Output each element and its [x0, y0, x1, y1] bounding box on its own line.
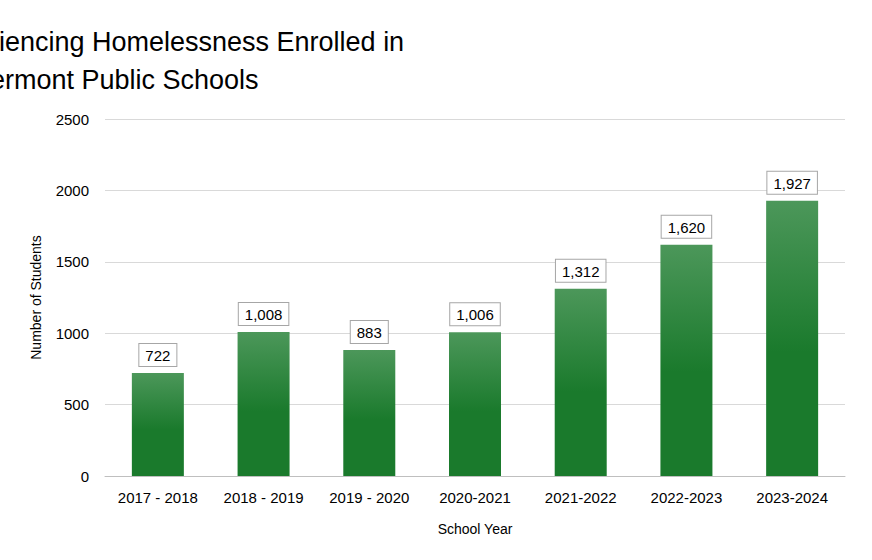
- svg-text:2023-2024: 2023-2024: [756, 489, 828, 506]
- svg-text:2022-2023: 2022-2023: [651, 489, 723, 506]
- svg-text:2500: 2500: [56, 111, 89, 128]
- svg-text:500: 500: [64, 396, 89, 413]
- svg-text:2020-2021: 2020-2021: [439, 489, 511, 506]
- svg-text:1,006: 1,006: [456, 306, 494, 323]
- svg-text:2017 - 2018: 2017 - 2018: [118, 489, 198, 506]
- svg-text:Number of Students: Number of Students: [28, 235, 44, 360]
- svg-text:0: 0: [81, 468, 89, 485]
- svg-text:2000: 2000: [56, 182, 89, 199]
- svg-text:2018 - 2019: 2018 - 2019: [224, 489, 304, 506]
- svg-text:722: 722: [145, 347, 170, 364]
- svg-text:School Year: School Year: [438, 521, 513, 537]
- svg-text:2019 - 2020: 2019 - 2020: [329, 489, 409, 506]
- svg-text:883: 883: [357, 324, 382, 341]
- svg-text:Vermont Public Schools: Vermont Public Schools: [0, 65, 259, 95]
- svg-text:1000: 1000: [56, 325, 89, 342]
- svg-text:Children Experiencing Homeless: Children Experiencing Homelessness Enrol…: [0, 27, 412, 57]
- svg-text:1,927: 1,927: [773, 175, 811, 192]
- svg-text:1500: 1500: [56, 253, 89, 270]
- svg-text:1,008: 1,008: [245, 306, 283, 323]
- svg-text:1,312: 1,312: [562, 263, 600, 280]
- svg-text:1,620: 1,620: [668, 219, 706, 236]
- svg-text:2021-2022: 2021-2022: [545, 489, 617, 506]
